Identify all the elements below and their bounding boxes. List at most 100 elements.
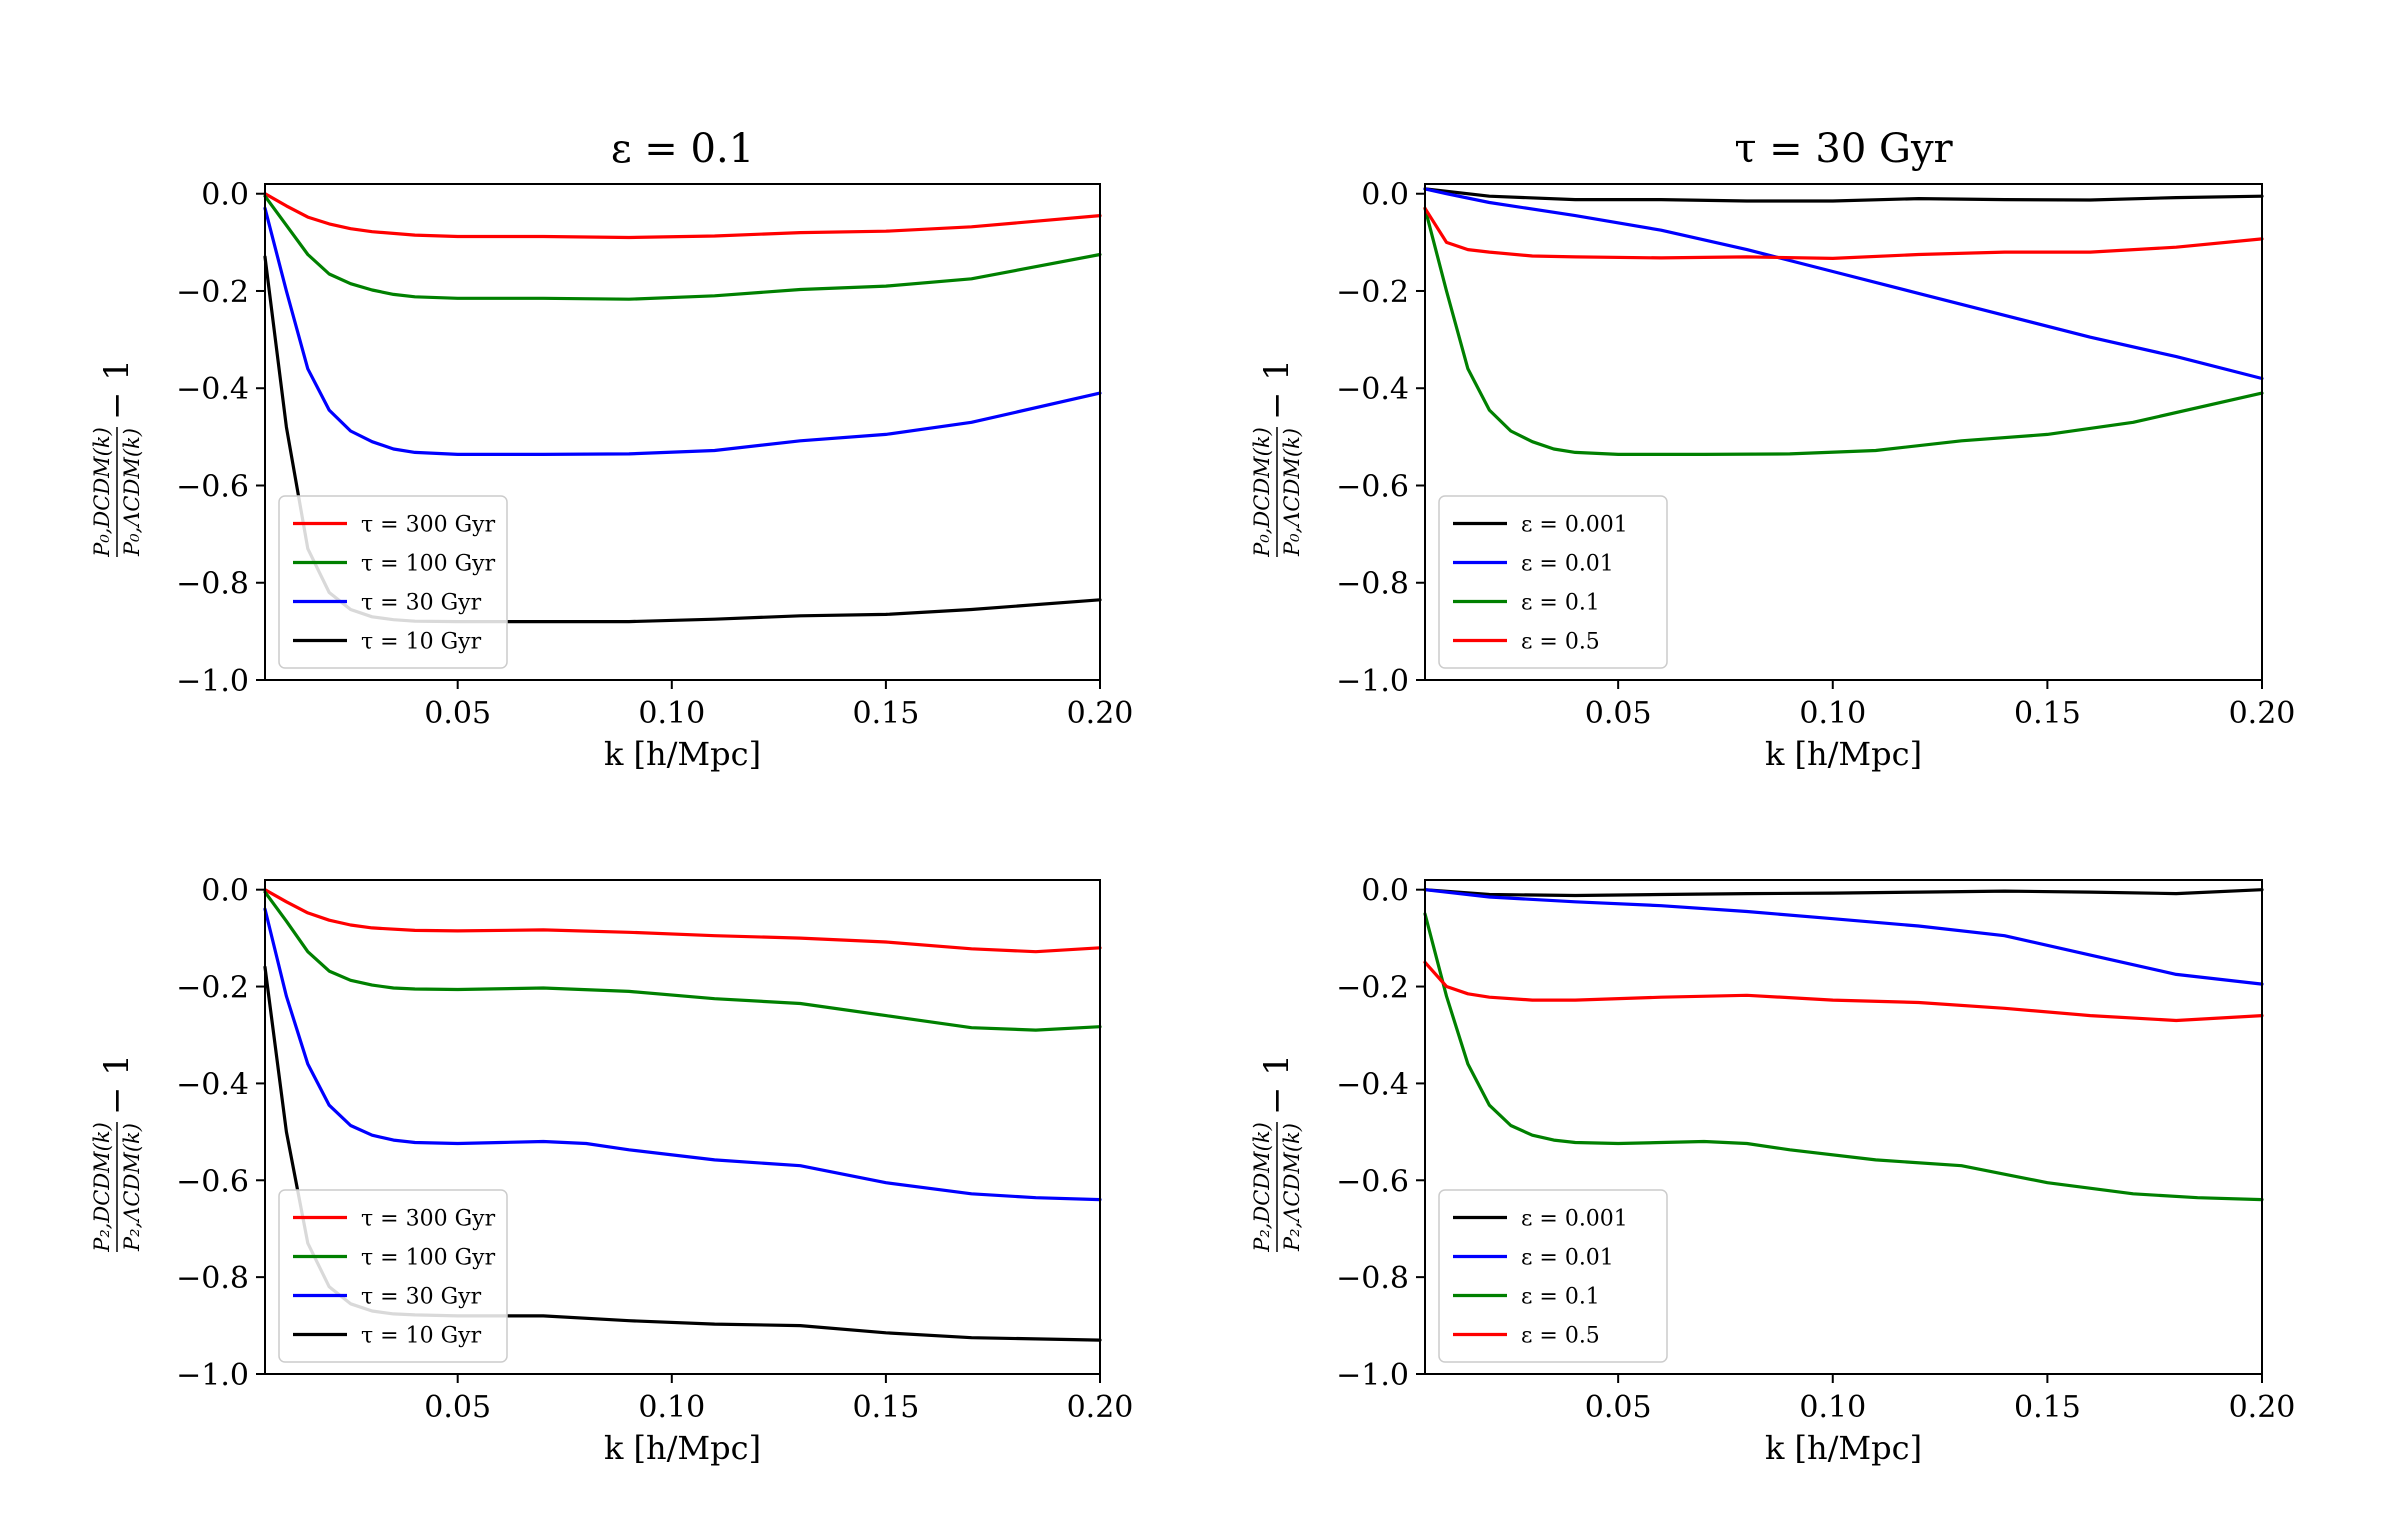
- y-axis-label: P₂,DCDM(k) P₂,ΛCDM(k) − 1: [1250, 1054, 1304, 1253]
- x-tick-label: 0.10: [638, 1390, 705, 1425]
- series-line-1: [1423, 187, 2264, 203]
- series-line-3: [263, 206, 1102, 456]
- y-axis-label: P₀,DCDM(k) P₀,ΛCDM(k) − 1: [1250, 359, 1304, 558]
- x-tick-label: 0.15: [2014, 696, 2081, 731]
- x-tick-label: 0.10: [1799, 1390, 1866, 1425]
- y-tick-label: −0.6: [1336, 469, 1409, 504]
- y-tick-label: −0.6: [176, 469, 249, 504]
- series-line-2: [263, 194, 1102, 301]
- y-label-denominator: P₂,ΛCDM(k): [1280, 1123, 1304, 1252]
- x-axis-label: k [h/Mpc]: [1765, 1429, 1922, 1467]
- series-line-1: [263, 192, 1102, 240]
- y-tick-label: −0.4: [1336, 372, 1409, 407]
- legend-entry-label: ε = 0.01: [1521, 1246, 1614, 1271]
- series-line-1: [263, 888, 1102, 954]
- series-line-4: [1423, 206, 2264, 260]
- y-tick-label: −0.2: [1336, 971, 1409, 1006]
- x-axis-label: k [h/Mpc]: [604, 1429, 761, 1467]
- y-tick-label: −1.0: [1336, 1358, 1409, 1393]
- x-tick-label: 0.15: [852, 696, 919, 731]
- y-tick-label: −1.0: [176, 664, 249, 699]
- legend-entry-label: τ = 10 Gyr: [361, 1324, 482, 1349]
- legend-box: [278, 495, 508, 669]
- legend: ε = 0.001 ε = 0.01 ε = 0.1 ε = 0.5: [1438, 1189, 1668, 1363]
- chart-panel-1: ε = 0.1 0.05 0.10 0.15 0.20 0.0 −0.2 −0.4 −0.6 −0…: [90, 126, 1133, 773]
- x-tick-label: 0.20: [2229, 696, 2296, 731]
- x-tick-label: 0.05: [424, 696, 491, 731]
- legend-box: [1438, 1189, 1668, 1363]
- y-tick-label: −0.4: [176, 372, 249, 407]
- x-tick-label: 0.20: [1067, 696, 1134, 731]
- y-axis-label: P₂,DCDM(k) P₂,ΛCDM(k) − 1: [90, 1054, 144, 1253]
- plot-frame: [1424, 183, 2263, 681]
- y-tick-label: 0.0: [1361, 178, 1409, 213]
- chart-panel-4: 0.05 0.10 0.15 0.20 0.0 −0.2 −0.4 −0.6 −0.8 −1.0 k…: [1250, 874, 2295, 1467]
- x-tick-label: 0.05: [1585, 696, 1652, 731]
- legend: τ = 300 Gyr τ = 100 Gyr τ = 30 Gyr τ = 10 G…: [278, 495, 508, 669]
- series-line-2: [263, 890, 1102, 1032]
- legend: τ = 300 Gyr τ = 100 Gyr τ = 30 Gyr τ = 10 G…: [278, 1189, 508, 1363]
- y-tick-label: 0.0: [1361, 874, 1409, 909]
- y-tick-label: −0.4: [1336, 1067, 1409, 1102]
- legend-entry-label: ε = 0.5: [1521, 630, 1600, 655]
- plot-frame: [1424, 879, 2263, 1375]
- legend-entry-label: ε = 0.001: [1521, 513, 1628, 538]
- y-label-numerator: P₀,DCDM(k): [1250, 427, 1274, 558]
- chart-title: ε = 0.1: [611, 126, 754, 172]
- y-label-tail: − 1: [97, 1054, 137, 1115]
- y-axis-label: P₀,DCDM(k) P₀,ΛCDM(k) − 1: [90, 359, 144, 558]
- y-tick-label: −1.0: [1336, 664, 1409, 699]
- legend-entry-label: ε = 0.1: [1521, 1285, 1600, 1310]
- y-tick-label: −0.8: [176, 567, 249, 602]
- legend-entry-label: τ = 100 Gyr: [361, 1246, 496, 1271]
- y-tick-label: −0.8: [176, 1261, 249, 1296]
- legend-entry-label: ε = 0.001: [1521, 1207, 1628, 1232]
- legend-entry-label: τ = 300 Gyr: [361, 513, 496, 538]
- y-label-denominator: P₀,ΛCDM(k): [120, 428, 144, 557]
- y-tick-label: −0.8: [1336, 567, 1409, 602]
- y-tick-label: −0.2: [176, 971, 249, 1006]
- x-tick-label: 0.10: [1799, 696, 1866, 731]
- legend: ε = 0.001 ε = 0.01 ε = 0.1 ε = 0.5: [1438, 495, 1668, 669]
- y-tick-label: −0.4: [176, 1067, 249, 1102]
- series-line-3: [1423, 912, 2264, 1202]
- legend-entry-label: ε = 0.01: [1521, 552, 1614, 577]
- x-axis-label: k [h/Mpc]: [1765, 735, 1922, 773]
- y-label-numerator: P₂,DCDM(k): [90, 1122, 114, 1253]
- series-line-2: [1423, 888, 2264, 986]
- legend-entry-label: ε = 0.1: [1521, 591, 1600, 616]
- series-line-1: [1423, 888, 2264, 898]
- y-label-numerator: P₀,DCDM(k): [90, 427, 114, 558]
- y-tick-label: 0.0: [201, 874, 249, 909]
- x-tick-label: 0.20: [2229, 1390, 2296, 1425]
- plot-frame: [264, 183, 1101, 681]
- legend-entry-label: τ = 300 Gyr: [361, 1207, 496, 1232]
- series-line-3: [263, 907, 1102, 1202]
- chart-panel-2: τ = 30 Gyr 0.05 0.10 0.15 0.20 0.0 −0.2 −0.4 −0.…: [1250, 126, 2295, 773]
- x-tick-label: 0.20: [1067, 1390, 1134, 1425]
- y-tick-label: −0.2: [1336, 275, 1409, 310]
- x-tick-label: 0.15: [852, 1390, 919, 1425]
- y-tick-label: −1.0: [176, 1358, 249, 1393]
- x-tick-label: 0.15: [2014, 1390, 2081, 1425]
- y-label-numerator: P₂,DCDM(k): [1250, 1122, 1274, 1253]
- y-tick-label: −0.8: [1336, 1261, 1409, 1296]
- y-tick-label: −0.2: [176, 275, 249, 310]
- y-label-tail: − 1: [1257, 359, 1297, 420]
- y-tick-label: 0.0: [201, 178, 249, 213]
- series-line-2: [1423, 187, 2264, 381]
- y-tick-label: −0.6: [1336, 1164, 1409, 1199]
- legend-box: [278, 1189, 508, 1363]
- chart-panel-3: 0.05 0.10 0.15 0.20 0.0 −0.2 −0.4 −0.6 −0.8 −1.0 k…: [90, 874, 1133, 1467]
- plot-frame: [264, 879, 1101, 1375]
- legend-entry-label: τ = 10 Gyr: [361, 630, 482, 655]
- series-line-4: [1423, 960, 2264, 1023]
- x-tick-label: 0.05: [424, 1390, 491, 1425]
- y-label-tail: − 1: [1257, 1054, 1297, 1115]
- y-label-denominator: P₂,ΛCDM(k): [120, 1123, 144, 1252]
- legend-entry-label: τ = 100 Gyr: [361, 552, 496, 577]
- x-tick-label: 0.05: [1585, 1390, 1652, 1425]
- y-tick-label: −0.6: [176, 1164, 249, 1199]
- x-tick-label: 0.10: [638, 696, 705, 731]
